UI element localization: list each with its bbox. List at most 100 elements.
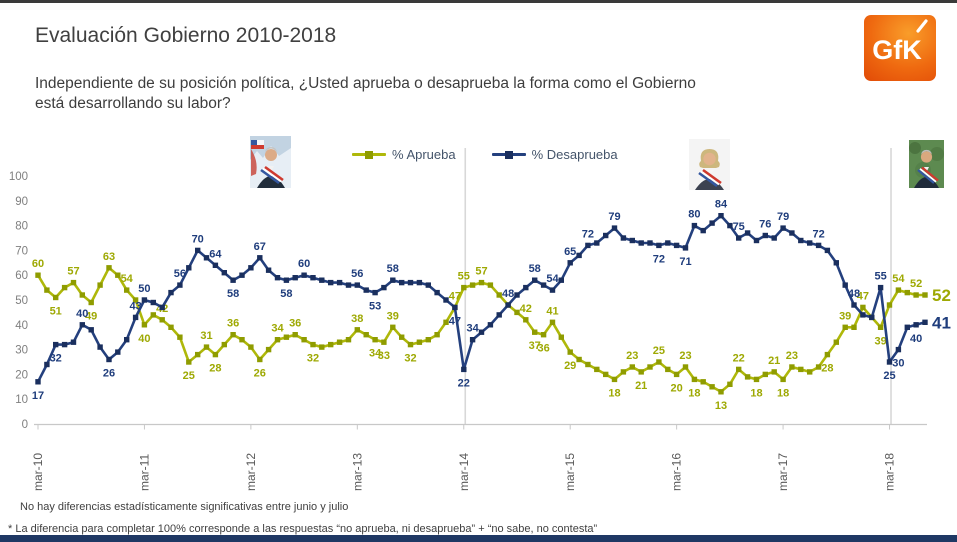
desaprueba-marker (736, 235, 742, 241)
desaprueba-marker (70, 339, 77, 345)
desaprueba-marker (842, 282, 848, 288)
aprueba-marker (700, 379, 706, 385)
desaprueba-marker (141, 297, 148, 303)
desaprueba-data-label: 58 (529, 263, 541, 275)
y-axis-tick-label: 30 (15, 345, 28, 357)
desaprueba-data-label: 79 (777, 211, 789, 223)
desaprueba-marker (744, 230, 751, 236)
aprueba-marker (532, 329, 538, 335)
aprueba-marker (815, 364, 822, 370)
aprueba-marker (132, 297, 139, 303)
aprueba-marker (461, 284, 467, 291)
aprueba-marker (381, 339, 387, 345)
desaprueba-marker (523, 284, 529, 291)
aprueba-marker (390, 324, 396, 330)
desaprueba-data-label: 43 (129, 300, 141, 312)
aprueba-marker (514, 309, 520, 316)
desaprueba-marker (886, 359, 893, 365)
aprueba-marker (265, 346, 272, 353)
aprueba-marker (469, 282, 476, 288)
desaprueba-marker (860, 312, 866, 318)
desaprueba-marker (319, 277, 325, 283)
desaprueba-marker (390, 277, 396, 283)
aprueba-data-label: 57 (67, 266, 79, 278)
desaprueba-marker (665, 240, 671, 246)
aprueba-marker (824, 351, 831, 358)
desaprueba-marker (221, 270, 227, 276)
aprueba-marker (186, 359, 192, 365)
desaprueba-marker (177, 282, 183, 288)
aprueba-data-label: 23 (679, 350, 691, 362)
aprueba-data-label: 26 (254, 368, 266, 380)
x-axis-tick-label: mar-13 (350, 453, 364, 491)
survey-question-line1: Independiente de su posición política, ¿… (35, 75, 696, 92)
aprueba-marker (310, 341, 316, 348)
desaprueba-data-label: 30 (892, 358, 904, 370)
aprueba-marker (886, 302, 893, 308)
desaprueba-marker (292, 275, 298, 281)
desaprueba-marker (283, 277, 290, 283)
desaprueba-data-label: 67 (254, 241, 266, 253)
aprueba-marker (736, 366, 742, 373)
gfk-logo-graphic: GfK (864, 15, 936, 81)
aprueba-marker (727, 381, 733, 387)
desaprueba-marker (61, 341, 68, 348)
desaprueba-marker (540, 282, 547, 288)
aprueba-latest-value-label: 52 (932, 286, 951, 305)
desaprueba-data-label: 54 (546, 273, 559, 285)
y-axis-tick-label: 50 (15, 295, 28, 307)
aprueba-data-label: 41 (546, 305, 558, 317)
desaprueba-data-label: 55 (874, 271, 886, 283)
gfk-logo-accent (916, 19, 928, 33)
survey-question-line2: está desarrollando su labor? (35, 95, 231, 112)
aprueba-marker (523, 317, 529, 323)
aprueba-marker (35, 272, 41, 278)
aprueba-data-label: 13 (715, 400, 727, 412)
y-axis-tick-label: 20 (15, 369, 28, 381)
desaprueba-marker (833, 260, 839, 266)
aprueba-marker (540, 332, 547, 338)
aprueba-marker (195, 351, 201, 358)
aprueba-marker (603, 371, 609, 378)
aprueba-marker (753, 376, 760, 383)
desaprueba-marker (257, 255, 263, 261)
president-photo-pinera-first-term (250, 136, 291, 193)
desaprueba-data-label: 25 (883, 370, 895, 382)
aprueba-marker (203, 344, 210, 350)
desaprueba-marker (558, 277, 564, 283)
desaprueba-data-label: 48 (848, 288, 860, 300)
desaprueba-marker (629, 237, 635, 244)
desaprueba-marker (514, 292, 520, 298)
aprueba-marker (718, 389, 724, 395)
desaprueba-data-label: 32 (50, 353, 62, 365)
aprueba-marker (141, 322, 148, 328)
aprueba-marker (363, 332, 369, 338)
desaprueba-data-label: 65 (564, 246, 576, 258)
desaprueba-latest-value-label: 41 (932, 313, 951, 332)
desaprueba-marker (549, 287, 556, 293)
aprueba-data-label: 36 (537, 343, 549, 355)
aprueba-marker (416, 339, 423, 345)
aprueba-data-label: 54 (121, 273, 134, 285)
aprueba-marker (319, 344, 325, 350)
aprueba-data-label: 18 (750, 387, 762, 399)
aprueba-marker (807, 369, 813, 375)
aprueba-marker (851, 324, 857, 330)
desaprueba-marker (363, 287, 369, 293)
desaprueba-marker (620, 235, 627, 241)
desaprueba-data-label: 56 (174, 268, 186, 280)
aprueba-marker (709, 384, 715, 390)
aprueba-marker (345, 337, 352, 343)
desaprueba-marker (434, 289, 440, 296)
desaprueba-marker (310, 275, 316, 281)
aprueba-marker (922, 292, 928, 298)
aprueba-data-label: 39 (839, 310, 851, 322)
aprueba-marker (762, 371, 768, 378)
desaprueba-marker (248, 265, 254, 271)
footnote-significance: No hay diferencias estadísticamente sign… (20, 501, 349, 513)
desaprueba-marker (718, 213, 724, 219)
desaprueba-marker (913, 322, 919, 328)
aprueba-data-label: 29 (564, 360, 576, 372)
aprueba-marker (124, 287, 130, 293)
aprueba-data-label: 18 (608, 387, 620, 399)
